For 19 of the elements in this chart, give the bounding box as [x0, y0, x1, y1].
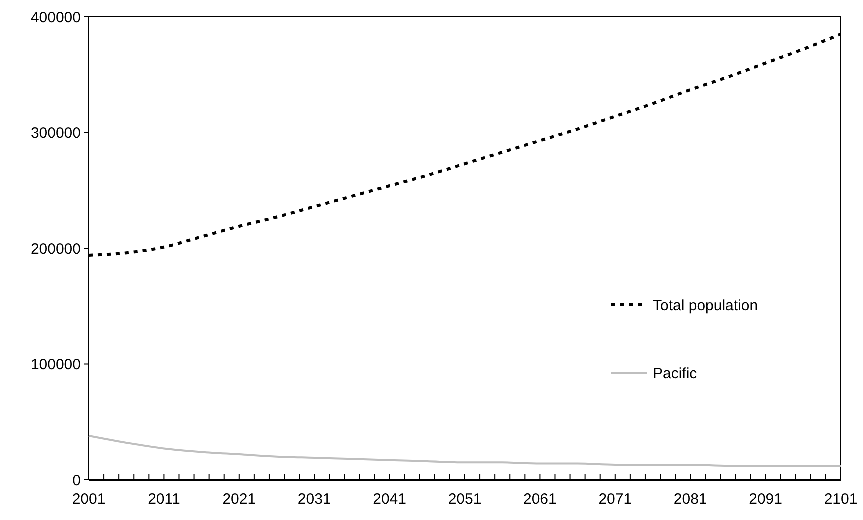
- x-tick-label: 2071: [598, 491, 632, 508]
- legend-label: Pacific: [653, 365, 698, 382]
- x-tick-label: 2061: [524, 491, 557, 508]
- x-tick-label: 2021: [222, 491, 256, 508]
- x-tick-label: 2081: [674, 491, 708, 508]
- x-tick-label: 2031: [298, 491, 332, 508]
- x-tick-label: 2051: [448, 491, 482, 508]
- x-tick-label: 2001: [72, 491, 106, 508]
- y-tick-label: 200000: [30, 240, 81, 258]
- x-tick-label: 2011: [148, 491, 180, 508]
- x-tick-label: 2091: [749, 491, 782, 508]
- y-tick-label: 100000: [30, 356, 81, 374]
- y-tick-label: 400000: [30, 9, 81, 26]
- y-tick-label: 300000: [30, 125, 81, 142]
- x-tick-label: 2101: [824, 491, 858, 508]
- legend-label: Total population: [653, 297, 758, 314]
- y-tick-label: 0: [72, 472, 81, 490]
- line-series: [88, 435, 842, 468]
- x-tick-label: 2041: [373, 491, 406, 508]
